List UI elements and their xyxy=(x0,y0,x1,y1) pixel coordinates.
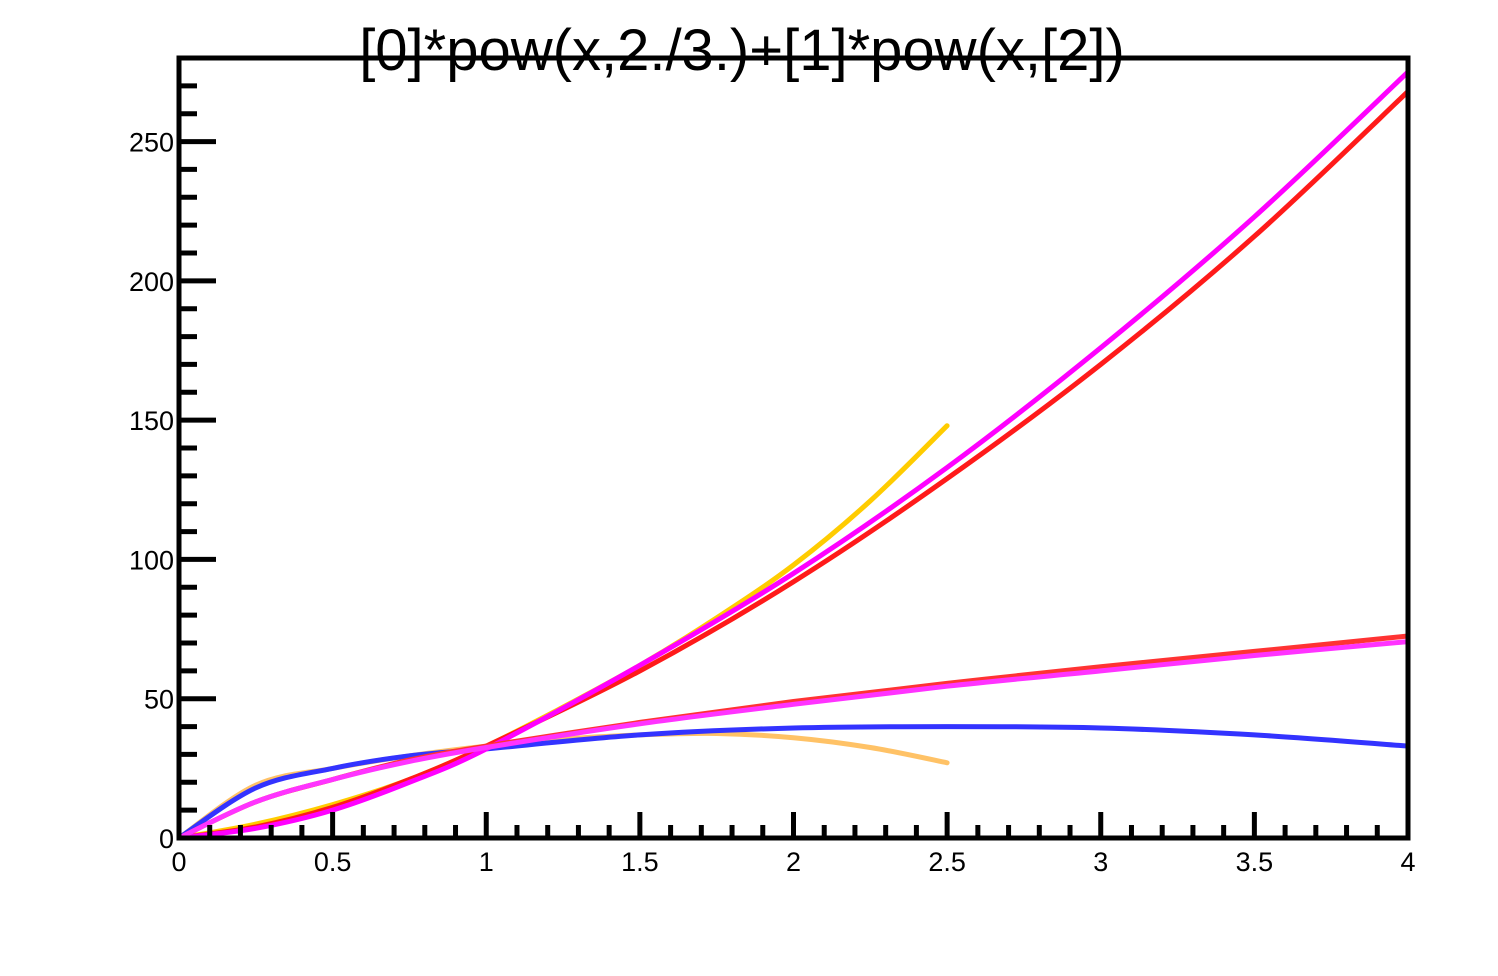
x-tick-label: 0 xyxy=(171,847,186,877)
plot-frame xyxy=(176,55,1411,841)
series-layer xyxy=(176,69,1411,841)
series-line-3 xyxy=(176,724,1411,841)
axis-ticks xyxy=(176,55,1411,841)
x-tick-label: 3.5 xyxy=(1236,847,1274,877)
x-tick-label: 1 xyxy=(479,847,494,877)
y-tick-label: 250 xyxy=(129,128,174,158)
x-tick-label: 3 xyxy=(1093,847,1108,877)
y-tick-label: 100 xyxy=(129,545,174,575)
tick-labels: 0 0.5 1 1.5 2 2.5 3 3.5 4 0 50 100 150 200 250 xyxy=(129,128,1416,877)
y-tick-label: 0 xyxy=(159,824,174,854)
y-tick-label: 50 xyxy=(144,685,174,715)
series-line-4 xyxy=(176,88,1411,841)
x-tick-label: 2 xyxy=(786,847,801,877)
x-tick-label: 4 xyxy=(1400,847,1415,877)
series-line-5 xyxy=(176,69,1411,841)
plot-frame-rect xyxy=(176,55,1411,841)
x-tick-label: 2.5 xyxy=(928,847,966,877)
y-tick-label: 200 xyxy=(129,267,174,297)
x-tick-label: 1.5 xyxy=(621,847,659,877)
x-tick-label: 0.5 xyxy=(314,847,352,877)
chart-title: [0]*pow(x,2./3.)+[1]*pow(x,[2]) xyxy=(359,18,1125,83)
series-line-7 xyxy=(176,639,1411,841)
y-tick-label: 150 xyxy=(129,406,174,436)
